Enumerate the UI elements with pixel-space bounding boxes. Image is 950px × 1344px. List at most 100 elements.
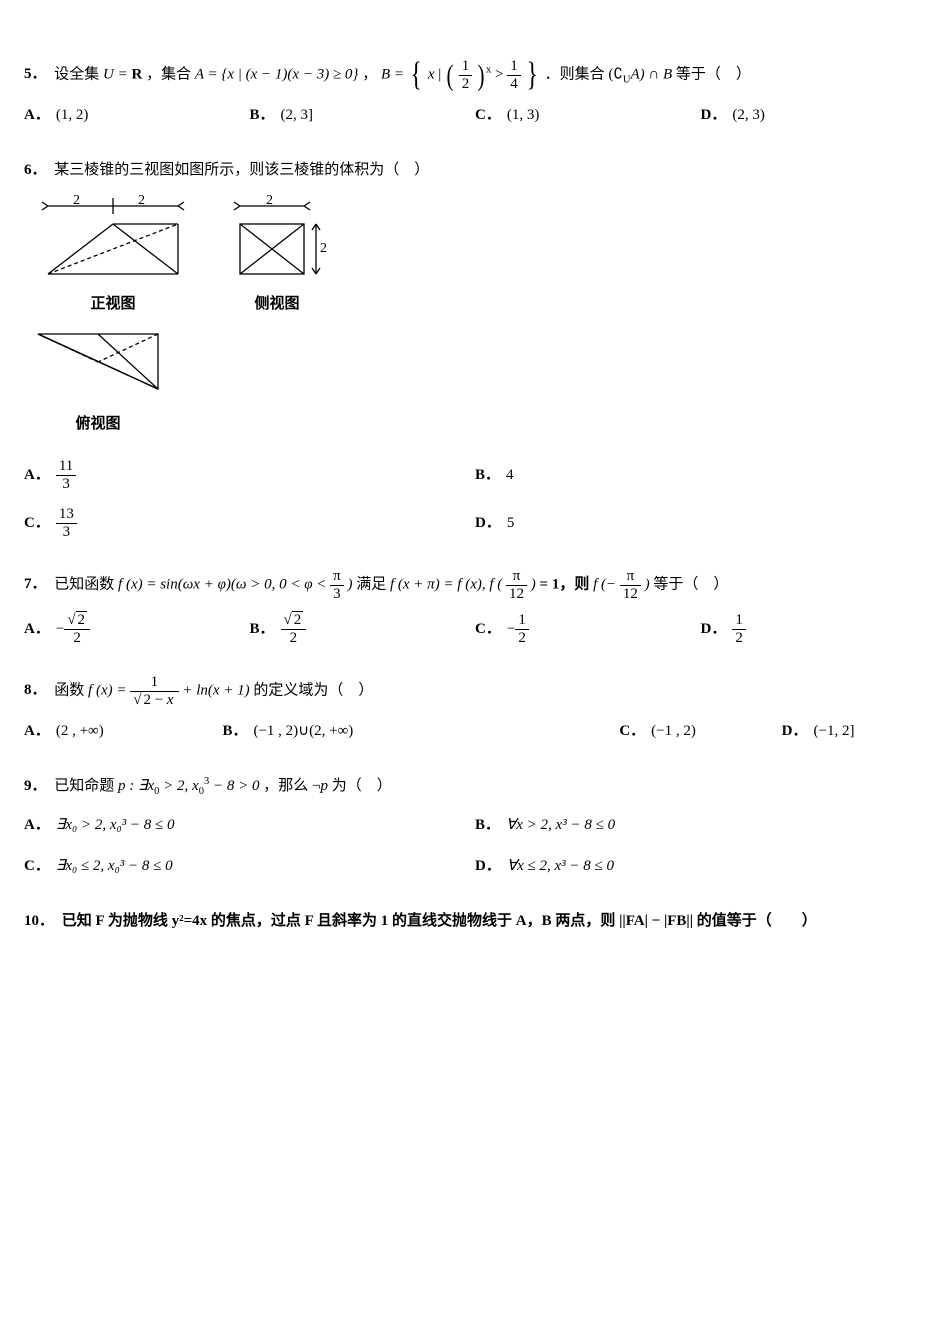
q7-opt-A[interactable]: A． − √2 2 [24, 612, 250, 646]
q5-t2: ， [362, 66, 377, 82]
q7-opt-C[interactable]: C． − 1 2 [475, 612, 701, 646]
q9-opt-C[interactable]: C．∃x₀ ≤ 2, x₀³ − 8 ≤ 0 [24, 853, 475, 880]
q9-t1: 已知命题 [54, 778, 118, 794]
q6-figures: 2 2 正视图 2 2 侧视图 [28, 194, 926, 318]
rparen-icon: ) [478, 62, 485, 89]
question-10: 10． 已知 F 为抛物线 y²=4x 的焦点，过点 F 且斜率为 1 的直线交… [24, 908, 926, 935]
q9-p: p : ∃x [118, 778, 154, 794]
q5-Ueq: U = [103, 66, 131, 82]
q5-x: x [428, 66, 435, 82]
q8-f1: f (x) = [88, 682, 130, 698]
q9-t2: ，那么 [263, 778, 312, 794]
q9-tail: 为（ ） [332, 778, 392, 794]
top-view: 俯视图 [28, 324, 926, 438]
q6-A-frac: 11 3 [56, 458, 76, 492]
q7-f1: f (x) = sin(ωx + φ)(ω > 0, 0 < φ < [118, 576, 330, 592]
question-9: 9． 已知命题 p : ∃x0 > 2, x03 − 8 > 0 ，那么 ¬p … [24, 773, 926, 802]
q5-pre: 设全集 [54, 66, 103, 82]
q7-options: A． − √2 2 B． √2 2 C． − 1 2 D． 1 2 [24, 612, 926, 646]
q5-pow: x [486, 64, 491, 75]
question-8: 8． 函数 f (x) = 1 √2 − x + ln(x + 1) 的定义域为… [24, 674, 926, 708]
q9-options-2: C．∃x₀ ≤ 2, x₀³ − 8 ≤ 0 D．∀x ≤ 2, x³ − 8 … [24, 853, 926, 880]
svg-text:2: 2 [138, 194, 145, 208]
q6-options-2: C． 13 3 D． 5 [24, 506, 926, 540]
q8-opt-C[interactable]: C．(−1 , 2) [619, 718, 781, 745]
top-label: 俯视图 [28, 411, 168, 438]
q7-t1: 已知函数 [54, 576, 118, 592]
qnum-7: 7． [24, 576, 47, 592]
lbrace-icon: { [410, 60, 421, 91]
opt-frac: 1 2 [515, 612, 529, 646]
side-view-svg: 2 2 [222, 194, 332, 289]
q8-options: A．(2 , +∞) B．(−1 , 2)∪(2, +∞) C．(−1 , 2)… [24, 718, 926, 745]
rbrace-icon: } [527, 60, 538, 91]
q6-opt-C[interactable]: C． 13 3 [24, 506, 475, 540]
q6-opt-B[interactable]: B． 4 [475, 458, 926, 492]
q8-frac: 1 √2 − x [130, 674, 178, 708]
q8-t1: 函数 [54, 682, 88, 698]
frac-pi3: π 3 [330, 568, 344, 602]
question-5: 5． 设全集 U = R ，集合 A = {x | (x − 1)(x − 3)… [24, 58, 926, 92]
frac-pi12b: π 12 [620, 568, 641, 602]
q7-opt-B[interactable]: B． √2 2 [250, 612, 476, 646]
frac-pi12: π 12 [506, 568, 527, 602]
q5-R: R [132, 66, 143, 82]
q8-tail: 的定义域为（ ） [253, 682, 373, 698]
q5-bar: | [438, 66, 445, 82]
q6-C-frac: 13 3 [56, 506, 77, 540]
q5-opt-D[interactable]: D．(2, 3) [701, 102, 927, 129]
q7-tail: 等于（ ） [653, 576, 728, 592]
qnum-8: 8． [24, 682, 47, 698]
q5-opt-C[interactable]: C．(1, 3) [475, 102, 701, 129]
frac-quarter: 1 4 [507, 58, 521, 92]
q7-f2b: ) [531, 576, 536, 592]
lparen-icon: ( [447, 62, 454, 89]
q9-opt-A[interactable]: A．∃x₀ > 2, x₀³ − 8 ≤ 0 [24, 812, 475, 839]
qnum-10: 10． [24, 913, 54, 929]
question-7: 7． 已知函数 f (x) = sin(ωx + φ)(ω > 0, 0 < φ… [24, 568, 926, 602]
qnum-5: 5． [24, 66, 47, 82]
q7-eq1: = 1，则 [540, 576, 594, 592]
q9-pbody: > 2, x [163, 778, 199, 794]
q6-text: 某三棱锥的三视图如图所示，则该三棱锥的体积为（ ） [54, 162, 429, 178]
front-view-svg: 2 2 [28, 194, 198, 289]
q6-opt-D[interactable]: D． 5 [475, 506, 926, 540]
q6-opt-A[interactable]: A． 11 3 [24, 458, 475, 492]
frac-half: 1 2 [459, 58, 473, 92]
q7-f3b: ) [645, 576, 650, 592]
side-view: 2 2 侧视图 [222, 194, 332, 318]
q10-text: 已知 F 为抛物线 y²=4x 的焦点，过点 F 且斜率为 1 的直线交抛物线于… [62, 913, 817, 929]
q7-t2: 满足 [356, 576, 390, 592]
q5-tail: 等于（ ） [676, 66, 751, 82]
question-6: 6． 某三棱锥的三视图如图所示，则该三棱锥的体积为（ ） [24, 157, 926, 184]
front-label: 正视图 [28, 291, 198, 318]
top-view-svg [28, 324, 168, 409]
front-view: 2 2 正视图 [28, 194, 198, 318]
q7-f1b: ) [347, 576, 352, 592]
q7-f3: f (− [593, 576, 616, 592]
q5-opt-B[interactable]: B．(2, 3] [250, 102, 476, 129]
q6-options-1: A． 11 3 B． 4 [24, 458, 926, 492]
q8-opt-A[interactable]: A．(2 , +∞) [24, 718, 222, 745]
q5-Aeq: A = {x | (x − 1)(x − 3) ≥ 0} [195, 66, 359, 82]
q5-opt-A[interactable]: A．(1, 2) [24, 102, 250, 129]
qnum-6: 6． [24, 162, 47, 178]
q5-t1: ，集合 [146, 66, 195, 82]
q5-options: A．(1, 2) B．(2, 3] C．(1, 3) D．(2, 3) [24, 102, 926, 129]
q8-opt-D[interactable]: D．(−1, 2] [782, 718, 926, 745]
q5-capA: A) ∩ B [630, 66, 672, 82]
q9-opt-B[interactable]: B．∀x > 2, x³ − 8 ≤ 0 [475, 812, 926, 839]
q9-options-1: A．∃x₀ > 2, x₀³ − 8 ≤ 0 B．∀x > 2, x³ − 8 … [24, 812, 926, 839]
q8-opt-B[interactable]: B．(−1 , 2)∪(2, +∞) [222, 718, 619, 745]
q5-gt: > [495, 66, 507, 82]
svg-text:2: 2 [320, 241, 327, 256]
q9-ptail: − 8 > 0 [213, 778, 260, 794]
svg-text:2: 2 [73, 194, 80, 208]
q5-t3: ．则集合 [545, 66, 609, 82]
q7-opt-D[interactable]: D． 1 2 [701, 612, 927, 646]
q9-opt-D[interactable]: D．∀x ≤ 2, x³ − 8 ≤ 0 [475, 853, 926, 880]
opt-frac: √2 2 [64, 612, 90, 646]
q7-f2: f (x + π) = f (x), f ( [390, 576, 502, 592]
q8-plus: + ln(x + 1) [182, 682, 249, 698]
q5-cap: (∁ [608, 66, 623, 82]
